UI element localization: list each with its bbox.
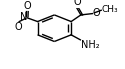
Text: N: N — [20, 12, 27, 22]
Text: O: O — [24, 1, 31, 11]
Text: NH₂: NH₂ — [81, 40, 100, 50]
Text: O: O — [93, 8, 101, 18]
Text: O: O — [73, 0, 81, 7]
Text: O: O — [14, 22, 22, 32]
Text: CH₃: CH₃ — [102, 5, 118, 14]
